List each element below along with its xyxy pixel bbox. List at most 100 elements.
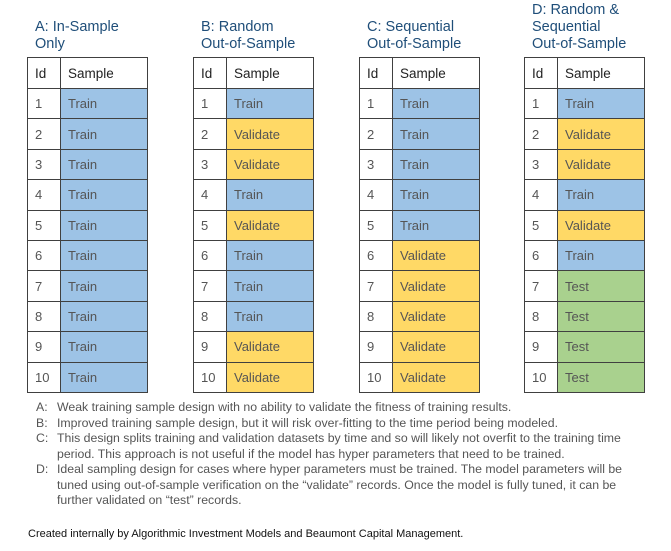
id-cell: 7 xyxy=(27,270,61,302)
sample-table: Id Sample 1 Train 2 Train 3 Train 4 Train 5 Train 6 T… xyxy=(27,57,148,393)
sample-cell: Validate xyxy=(392,300,480,333)
table-row: 3 Train xyxy=(359,148,480,181)
id-cell: 8 xyxy=(359,300,393,333)
sample-cell: Train xyxy=(392,118,480,150)
id-cell: 5 xyxy=(524,209,558,241)
table-row: 10 Train xyxy=(27,361,148,393)
table-title: A: In-Sample Only xyxy=(27,0,149,57)
id-cell: 7 xyxy=(524,270,558,302)
note: B: Improved training sample design, but i… xyxy=(36,416,636,432)
table-title: B: Random Out-of-Sample xyxy=(193,0,315,57)
title-line: A: In-Sample xyxy=(35,19,119,35)
id-cell: 9 xyxy=(524,331,558,363)
sample-cell: Train xyxy=(60,179,148,211)
sample-cell: Train xyxy=(557,239,645,272)
header-cell: Sample xyxy=(60,57,148,89)
note-label: B: xyxy=(36,415,48,430)
table-row: 7 Validate xyxy=(359,270,480,302)
note-label: D: xyxy=(36,462,49,476)
sample-table: Id Sample 1 Train 2 Validate 3 Validate 4 Train 5 V… xyxy=(524,57,645,393)
id-cell: 6 xyxy=(359,239,393,272)
id-cell: 6 xyxy=(27,239,61,272)
table-row: 4 Train xyxy=(193,179,314,211)
note-text: Improved training sample design, but it … xyxy=(57,415,559,430)
id-cell: 4 xyxy=(359,179,393,211)
title-line: Out-of-Sample xyxy=(367,36,462,52)
note-label: A: xyxy=(36,400,48,414)
sample-cell: Validate xyxy=(226,331,314,363)
id-cell: 2 xyxy=(524,118,558,150)
table-column: B: Random Out-of-Sample Id Sample 1 Train 2 Val… xyxy=(193,0,315,393)
table-row: 5 Train xyxy=(359,209,480,241)
sample-cell: Validate xyxy=(226,209,314,241)
table-row: 2 Validate xyxy=(524,118,645,150)
table-row: 10 Validate xyxy=(359,361,480,393)
table-row: 2 Train xyxy=(359,118,480,150)
sample-table: Id Sample 1 Train 2 Validate 3 Validate 4 Train 5 V… xyxy=(193,57,314,393)
table-row: 9 Validate xyxy=(359,331,480,363)
title-line: Out-of-Sample xyxy=(532,36,627,52)
id-cell: 4 xyxy=(524,179,558,211)
table-row: 3 Validate xyxy=(193,148,314,181)
table-row: 4 Train xyxy=(27,179,148,211)
table-row: 8 Test xyxy=(524,300,645,333)
table-row: 8 Train xyxy=(27,300,148,333)
id-cell: 3 xyxy=(524,148,558,181)
id-cell: 2 xyxy=(359,118,393,150)
table-row: 8 Validate xyxy=(359,300,480,333)
table-row: 6 Train xyxy=(27,239,148,272)
sample-cell: Test xyxy=(557,331,645,363)
table-row: 1 Train xyxy=(27,87,148,120)
table-row: 6 Validate xyxy=(359,239,480,272)
table-row: 10 Validate xyxy=(193,361,314,393)
sample-cell: Validate xyxy=(392,331,480,363)
sample-cell: Train xyxy=(60,148,148,181)
table-row: 5 Validate xyxy=(193,209,314,241)
table-row: 10 Test xyxy=(524,361,645,393)
note-text: Weak training sample design with no abil… xyxy=(57,400,512,414)
note: A: Weak training sample design with no ab… xyxy=(36,400,636,416)
table-row: 4 Train xyxy=(359,179,480,211)
note-text: This design splits training and validati… xyxy=(57,431,621,461)
sample-cell: Train xyxy=(60,300,148,333)
table-row: 6 Train xyxy=(193,239,314,272)
sample-cell: Train xyxy=(226,270,314,302)
title-line: D: Random & xyxy=(532,2,620,18)
id-cell: 1 xyxy=(27,87,61,120)
id-cell: 1 xyxy=(359,87,393,120)
title-line: Only xyxy=(35,36,65,52)
table-row: 1 Train xyxy=(193,87,314,120)
title-line: B: Random xyxy=(201,19,274,35)
sample-cell: Validate xyxy=(226,148,314,181)
table-column: D: Random & Sequential Out-of-Sample Id Samp… xyxy=(524,0,646,393)
sample-cell: Validate xyxy=(392,239,480,272)
sample-table: Id Sample 1 Train 2 Train 3 Train 4 Train 5 Train 6 V… xyxy=(359,57,480,393)
header-cell: Sample xyxy=(557,57,645,89)
table-row: 8 Train xyxy=(193,300,314,333)
id-cell: 5 xyxy=(193,209,227,241)
header-row: Id Sample xyxy=(193,57,314,89)
header-cell: Sample xyxy=(226,57,314,89)
table-row: 5 Train xyxy=(27,209,148,241)
title-line: Out-of-Sample xyxy=(201,36,296,52)
sample-cell: Train xyxy=(392,209,480,241)
table-row: 9 Test xyxy=(524,331,645,363)
sample-cell: Train xyxy=(226,300,314,333)
table-column: A: In-Sample Only Id Sample 1 Train 2 Train 3 Tra… xyxy=(27,0,149,393)
table-row: 6 Train xyxy=(524,239,645,272)
id-cell: 5 xyxy=(27,209,61,241)
header-cell: Id xyxy=(193,57,227,89)
id-cell: 8 xyxy=(27,300,61,333)
id-cell: 5 xyxy=(359,209,393,241)
table-row: 7 Train xyxy=(27,270,148,302)
sample-cell: Train xyxy=(392,179,480,211)
sample-cell: Validate xyxy=(226,361,314,393)
sample-cell: Train xyxy=(226,87,314,120)
table-row: 3 Train xyxy=(27,148,148,181)
sample-cell: Train xyxy=(392,87,480,120)
id-cell: 3 xyxy=(359,148,393,181)
header-row: Id Sample xyxy=(359,57,480,89)
sample-cell: Train xyxy=(557,179,645,211)
table-row: 2 Validate xyxy=(193,118,314,150)
